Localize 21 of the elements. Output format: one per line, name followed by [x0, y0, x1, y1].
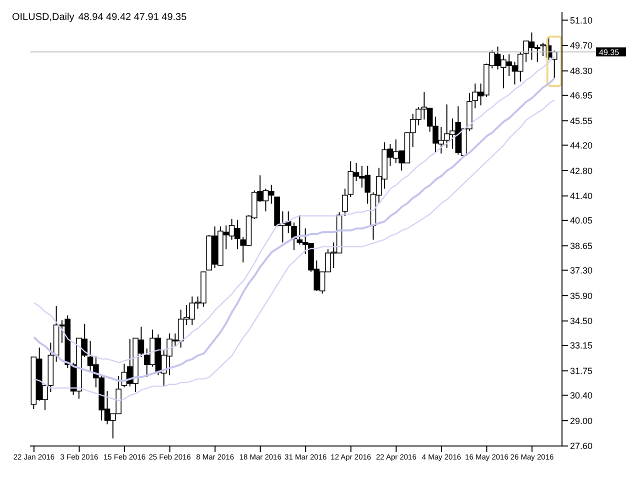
y-tick-label: 38.65: [570, 240, 593, 251]
ref-line-label: 49.35: [599, 48, 620, 57]
chart-title: OILUSD,Daily: [12, 12, 74, 23]
y-tick-label: 44.20: [570, 140, 593, 150]
y-tick-label: 49.70: [570, 40, 593, 51]
y-tick-label: 29.00: [570, 416, 593, 426]
y-tick-label: 51.10: [570, 15, 593, 26]
y-tick-label: 40.05: [570, 216, 593, 226]
y-tick-label: 35.90: [570, 290, 593, 301]
y-tick-label: 45.55: [570, 116, 593, 126]
y-tick-label: 30.40: [570, 390, 593, 400]
chart-subtitle: 48.94 49.42 47.91 49.35: [78, 12, 187, 23]
y-tick-label: 33.15: [570, 340, 593, 351]
y-tick-label: 46.95: [570, 90, 593, 101]
y-tick-label: 27.60: [570, 441, 593, 452]
y-tick-label: 42.80: [570, 166, 593, 176]
y-tick-label: 48.30: [570, 66, 593, 76]
y-tick-label: 31.75: [570, 366, 593, 376]
y-tick-label: 41.40: [570, 191, 593, 202]
y-tick-label: 37.30: [570, 265, 593, 276]
y-tick-label: 34.50: [570, 316, 593, 326]
